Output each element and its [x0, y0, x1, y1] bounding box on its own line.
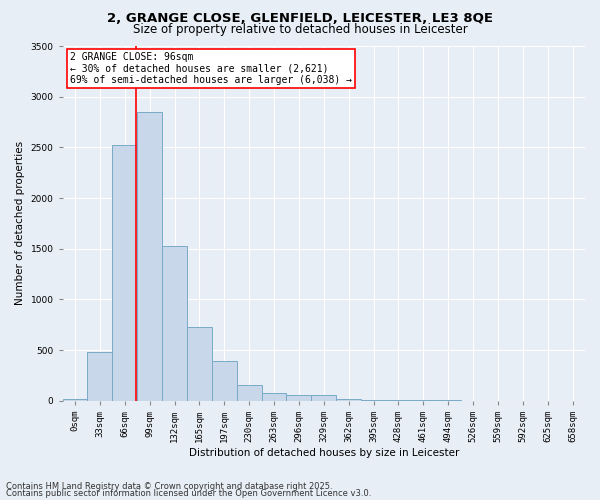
Bar — [162, 246, 187, 400]
Bar — [88, 352, 112, 401]
Text: 2, GRANGE CLOSE, GLENFIELD, LEICESTER, LE3 8QE: 2, GRANGE CLOSE, GLENFIELD, LEICESTER, L… — [107, 12, 493, 24]
Bar — [336, 398, 361, 400]
Text: Contains HM Land Registry data © Crown copyright and database right 2025.: Contains HM Land Registry data © Crown c… — [6, 482, 332, 491]
Bar — [187, 326, 212, 400]
Bar — [311, 395, 336, 400]
Y-axis label: Number of detached properties: Number of detached properties — [15, 142, 25, 306]
Text: Size of property relative to detached houses in Leicester: Size of property relative to detached ho… — [133, 22, 467, 36]
X-axis label: Distribution of detached houses by size in Leicester: Distribution of detached houses by size … — [188, 448, 459, 458]
Bar — [62, 398, 88, 400]
Text: 2 GRANGE CLOSE: 96sqm
← 30% of detached houses are smaller (2,621)
69% of semi-d: 2 GRANGE CLOSE: 96sqm ← 30% of detached … — [70, 52, 352, 86]
Bar — [137, 112, 162, 401]
Bar — [212, 361, 237, 401]
Text: Contains public sector information licensed under the Open Government Licence v3: Contains public sector information licen… — [6, 488, 371, 498]
Bar — [286, 395, 311, 400]
Bar — [112, 146, 137, 400]
Bar — [262, 393, 286, 400]
Bar — [237, 386, 262, 400]
